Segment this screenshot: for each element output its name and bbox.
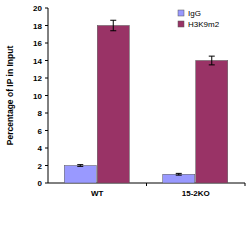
legend-label: IgG: [188, 9, 201, 18]
y-tick-label: 18: [33, 22, 42, 31]
error-bar: [110, 20, 116, 31]
legend-swatch: [178, 10, 184, 16]
bar: [163, 174, 195, 183]
y-tick-label: 16: [33, 39, 42, 48]
x-tick-label: WT: [91, 189, 104, 198]
error-bar: [176, 173, 182, 175]
y-tick-label: 6: [38, 127, 43, 136]
y-tick-label: 8: [38, 109, 43, 118]
y-axis-label: Percentage of IP in Input: [5, 46, 15, 146]
y-tick-label: 20: [33, 4, 42, 13]
legend-label: H3K9m2: [188, 20, 220, 29]
bar: [196, 61, 228, 184]
x-tick: [146, 183, 147, 186]
y-tick-label: 12: [33, 74, 42, 83]
y-tick-label: 10: [33, 92, 42, 101]
y-tick-label: 14: [33, 57, 42, 66]
bar: [64, 166, 96, 184]
y-tick-label: 0: [38, 179, 43, 188]
legend-swatch: [178, 21, 184, 27]
bars: [64, 20, 228, 183]
legend: IgG H3K9m2: [178, 9, 220, 29]
y-tick-label: 2: [38, 162, 43, 171]
bar: [97, 26, 129, 184]
x-tick-label: 15-2KO: [182, 189, 210, 198]
x-tick: [245, 183, 246, 186]
error-bar: [209, 56, 215, 65]
error-bar: [77, 165, 83, 167]
y-tick-label: 4: [38, 144, 43, 153]
y-axis: [48, 8, 49, 183]
chart: 0 2 4 6 8 10 12 14 16 18 20 Percentage of IP in Inp…: [0, 0, 250, 228]
